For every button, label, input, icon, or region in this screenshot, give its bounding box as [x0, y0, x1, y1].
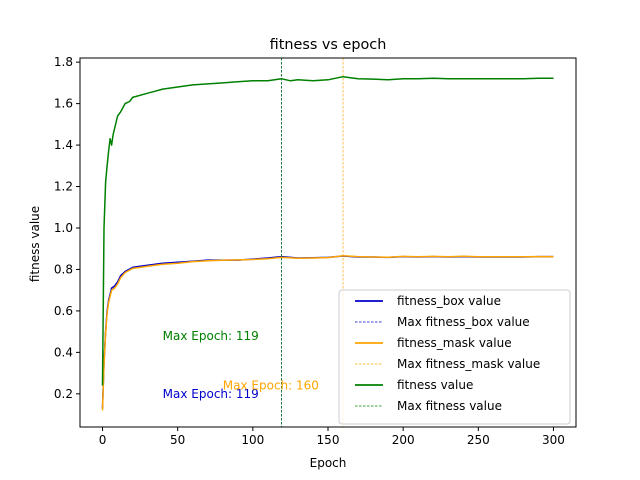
y-tick-label: 1.6 [54, 97, 73, 111]
y-tick-label: 0.8 [54, 262, 73, 276]
annotation-label: Max Epoch: 119 [163, 329, 259, 343]
y-tick-label: 0.2 [54, 387, 73, 401]
chart-title: fitness vs epoch [270, 37, 387, 53]
legend-entry-label: fitness_box value [397, 294, 501, 308]
y-tick-label: 1.8 [54, 55, 73, 69]
y-tick-label: 1.0 [54, 221, 73, 235]
x-tick-label: 100 [241, 433, 264, 447]
legend-entry-label: Max fitness_box value [397, 315, 530, 329]
x-tick-label: 150 [317, 433, 340, 447]
y-tick-label: 1.2 [54, 180, 73, 194]
x-tick-label: 300 [542, 433, 565, 447]
legend: fitness_box value Max fitness_box value fi… [338, 289, 571, 425]
legend-entry-label: fitness value [397, 378, 473, 392]
axes: 0 50 100 150 200 250 300 0.2 0.4 0.6 0.8 1.0 1.2 1.4 1… [54, 55, 565, 447]
legend-entry-label: Max fitness value [397, 399, 502, 413]
series-fitness-mask-value [101, 255, 554, 411]
y-tick-label: 1.4 [54, 138, 73, 152]
annotation-label: Max Epoch: 119 [163, 387, 259, 401]
plot-area [101, 58, 554, 427]
series-fitness-value [101, 75, 554, 386]
x-tick-label: 50 [170, 433, 185, 447]
annotation-label: Max Epoch: 160 [223, 379, 319, 393]
x-axis-label: Epoch [310, 456, 347, 470]
x-tick-label: 200 [392, 433, 415, 447]
y-tick-label: 0.4 [54, 345, 73, 359]
x-tick-label: 0 [99, 433, 107, 447]
legend-entry-label: fitness_mask value [397, 336, 512, 350]
legend-box [338, 289, 571, 425]
y-axis-label: fitness value [28, 206, 42, 282]
x-tick-label: 250 [467, 433, 490, 447]
y-tick-label: 0.6 [54, 304, 73, 318]
legend-entry-label: Max fitness_mask value [397, 357, 540, 371]
